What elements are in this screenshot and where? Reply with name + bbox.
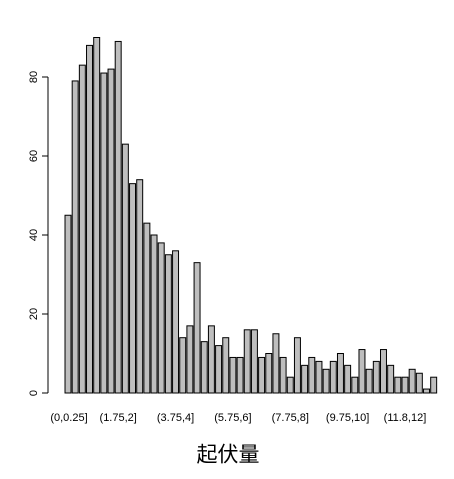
bar bbox=[315, 360, 323, 394]
bar bbox=[129, 183, 137, 394]
bar bbox=[86, 44, 93, 394]
bar bbox=[250, 329, 258, 394]
bar bbox=[172, 250, 180, 394]
bar bbox=[215, 345, 223, 394]
bar bbox=[365, 368, 373, 394]
bar bbox=[207, 325, 215, 394]
bar bbox=[93, 37, 101, 394]
bar bbox=[387, 364, 395, 394]
y-tick-label: 80 bbox=[28, 71, 40, 83]
bar bbox=[308, 356, 316, 394]
bar bbox=[64, 214, 72, 394]
bar bbox=[100, 72, 108, 394]
bar bbox=[430, 376, 438, 394]
bar bbox=[121, 143, 129, 394]
bar bbox=[293, 337, 301, 394]
bar bbox=[423, 388, 430, 394]
y-tick-label: 20 bbox=[28, 308, 40, 320]
bar bbox=[71, 80, 79, 394]
bar bbox=[200, 341, 208, 394]
bar bbox=[379, 349, 387, 394]
x-tick-label: (0,0.25] bbox=[50, 412, 87, 424]
x-tick-label: (1.75,2] bbox=[100, 412, 137, 424]
bar bbox=[243, 329, 251, 394]
x-tick-label: (11.8,12] bbox=[384, 412, 427, 424]
bar bbox=[286, 376, 294, 394]
bar bbox=[78, 64, 86, 394]
bar bbox=[344, 364, 352, 394]
bar bbox=[114, 40, 122, 394]
bar bbox=[272, 333, 280, 394]
bar bbox=[322, 368, 330, 394]
bar bbox=[179, 337, 187, 394]
bar bbox=[164, 254, 172, 394]
x-tick-label: (7.75,8] bbox=[272, 412, 309, 424]
bar bbox=[157, 242, 165, 394]
y-tick-label: 60 bbox=[28, 150, 40, 162]
bar bbox=[279, 356, 287, 394]
bar bbox=[408, 368, 416, 394]
bar bbox=[336, 353, 344, 394]
bar bbox=[143, 222, 151, 394]
bar bbox=[229, 356, 237, 394]
bar bbox=[265, 353, 273, 394]
bar bbox=[193, 262, 201, 394]
x-tick-label: (3.75,4] bbox=[157, 412, 194, 424]
bar bbox=[301, 364, 309, 394]
bar bbox=[236, 356, 244, 394]
y-tick-label: 40 bbox=[28, 229, 40, 241]
bar bbox=[372, 360, 380, 394]
bar bbox=[186, 325, 194, 394]
x-tick-label: (9.75,10] bbox=[326, 412, 369, 424]
bar bbox=[150, 234, 158, 394]
y-tick-label: 0 bbox=[28, 390, 40, 396]
bar bbox=[358, 349, 366, 394]
bar bbox=[329, 360, 337, 394]
bar bbox=[258, 356, 266, 394]
bar bbox=[222, 337, 230, 394]
bar bbox=[401, 376, 409, 394]
bar bbox=[107, 68, 115, 394]
bar bbox=[394, 376, 402, 394]
bar bbox=[351, 376, 359, 394]
bar bbox=[415, 372, 423, 394]
x-axis-title: 起伏量 bbox=[197, 444, 260, 467]
x-tick-label: (5.75,6] bbox=[214, 412, 251, 424]
bar bbox=[136, 179, 144, 394]
